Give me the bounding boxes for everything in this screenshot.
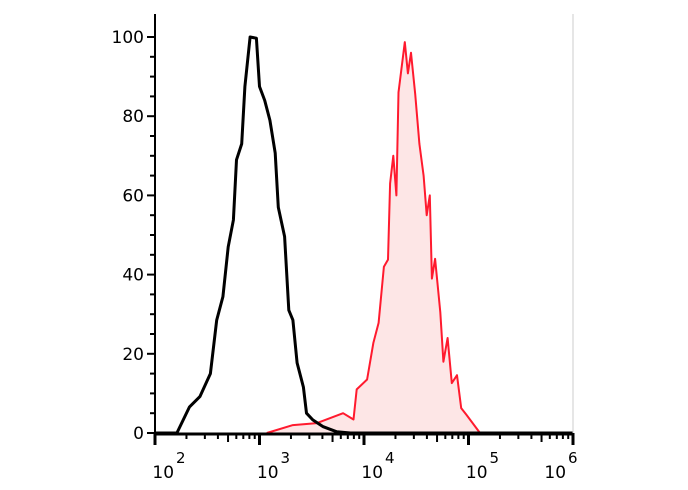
x-tick-label: 106 bbox=[544, 449, 577, 483]
series-line-stained bbox=[266, 41, 481, 434]
y-tick-label: 40 bbox=[122, 266, 144, 286]
y-tick-label: 60 bbox=[122, 186, 144, 206]
x-tick-label: 103 bbox=[257, 449, 290, 483]
x-tick-label: 102 bbox=[152, 449, 185, 483]
x-tick-label: 105 bbox=[466, 449, 499, 483]
y-tick-label: 100 bbox=[112, 28, 144, 48]
plot-area bbox=[155, 35, 573, 435]
y-tick-label: 0 bbox=[133, 424, 144, 444]
series-line-control bbox=[155, 35, 573, 435]
y-tick-label: 20 bbox=[122, 345, 144, 365]
x-tick-label: 104 bbox=[361, 449, 394, 483]
series-fill-stained bbox=[266, 42, 480, 433]
y-tick-label: 80 bbox=[122, 107, 144, 127]
axes: 0 20 40 60 80 100 102 103 104 105 106 bbox=[112, 14, 578, 483]
